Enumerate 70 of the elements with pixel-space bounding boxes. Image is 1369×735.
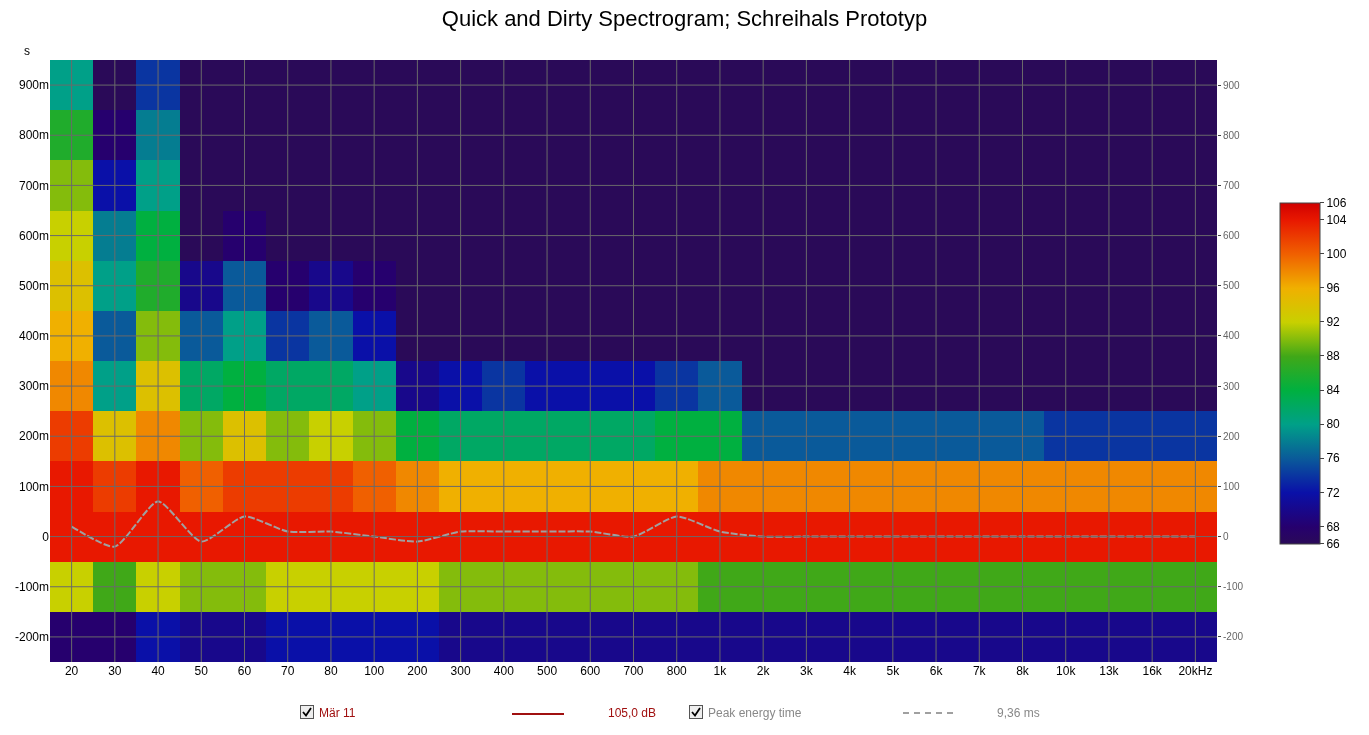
y2-tick-label: 900 (1223, 79, 1241, 91)
y2-tick-label: 100 (1223, 480, 1241, 492)
x-tick-label: 40 (151, 664, 166, 678)
y-tick-label: 0 (42, 529, 50, 544)
y2-tick-label: 600 (1223, 230, 1241, 242)
y-tick-label: 500m (18, 278, 49, 293)
line-series (70, 500, 1197, 548)
y2-tick-label: 200 (1223, 430, 1241, 442)
x-tick-label: 200 (407, 664, 428, 678)
x-tick-label: 50 (194, 664, 209, 678)
color-bar-label: 106 (1326, 195, 1347, 210)
x-tick-label: 60 (237, 664, 252, 678)
color-bar-label: 76 (1326, 451, 1341, 466)
x-tick-label: 10k (1056, 664, 1077, 678)
y-tick-label: 900m (18, 78, 49, 93)
x-tick-label: 8k (1016, 664, 1030, 678)
y-tick-label: -200m (14, 630, 49, 645)
x-tick-label: 6k (929, 664, 944, 678)
x-tick-label: 5k (886, 664, 901, 678)
color-bar-label: 72 (1326, 485, 1341, 500)
color-bar-label: 100 (1326, 246, 1347, 261)
text: 105,0 dB (608, 706, 657, 720)
color-bar-label: 88 (1326, 349, 1341, 364)
y-tick-label: 800m (18, 128, 49, 143)
x-tick-label: 20kHz (1178, 664, 1213, 678)
x-tick-label: 700 (623, 664, 644, 678)
x-tick-label: 2k (756, 664, 771, 678)
color-bar-label: 68 (1326, 519, 1341, 534)
y-tick-label: 300m (18, 379, 49, 394)
text: Peak energy time (708, 706, 802, 720)
x-tick-label: 100 (364, 664, 385, 678)
x-tick-label: 16k (1142, 664, 1163, 678)
y-tick-label: 700m (18, 178, 49, 193)
color-bar-label: 104 (1326, 212, 1347, 227)
x-tick-label: 7k (972, 664, 987, 678)
x-tick-label: 600 (580, 664, 601, 678)
x-tick-label: 1k (713, 664, 728, 678)
x-tick-label: 400 (493, 664, 515, 678)
x-tick-label: 300 (450, 664, 471, 678)
color-bar-label: 80 (1326, 417, 1341, 432)
x-tick-label: 80 (324, 664, 338, 678)
y-tick-label: 200m (18, 429, 49, 444)
color-bar-label: 66 (1326, 536, 1341, 551)
y2-tick-label: 500 (1223, 280, 1241, 292)
y-tick-label: 400m (18, 329, 49, 344)
text: 9,36 ms (997, 706, 1040, 720)
y-tick-label: -100m (14, 579, 49, 594)
x-tick-label: 3k (800, 664, 814, 678)
y2-tick-label: 700 (1223, 179, 1241, 191)
y2-tick-label: -100 (1223, 581, 1244, 593)
y2-tick-label: 400 (1223, 330, 1241, 342)
x-tick-label: 13k (1099, 664, 1120, 678)
text: Mär 11 (319, 706, 356, 720)
color-bar-label: 92 (1326, 315, 1341, 330)
chart-title: Quick and Dirty Spectrogram; Schreihals Prototyp (441, 5, 928, 31)
color-bar-label: 84 (1326, 383, 1341, 398)
y2-tick-label: 800 (1223, 129, 1241, 141)
y2-tick-label: 300 (1223, 380, 1241, 392)
x-tick-label: 4k (843, 664, 857, 678)
y2-tick-label: -200 (1223, 631, 1244, 643)
x-tick-label: 70 (281, 664, 295, 678)
x-tick-label: 20 (64, 664, 79, 678)
y-axis-title: s (24, 44, 30, 58)
color-bar-label: 96 (1326, 280, 1341, 295)
y2-tick-label: 0 (1223, 531, 1229, 543)
x-tick-label: 800 (666, 664, 688, 678)
y-tick-label: 600m (18, 228, 49, 243)
y-tick-label: 100m (18, 479, 49, 494)
x-tick-label: 500 (537, 664, 558, 678)
x-tick-label: 30 (108, 664, 122, 678)
